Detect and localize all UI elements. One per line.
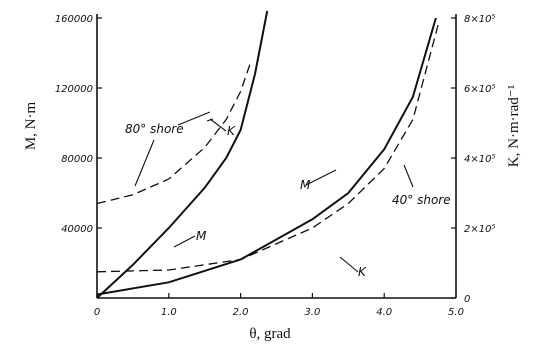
curve-k-40-shore (96, 24, 439, 273)
x-tick-label: 5.0 (448, 307, 464, 318)
annotation-m-80: M (196, 229, 207, 243)
annotation-k-80: K (227, 124, 236, 138)
y-tick-label: 120000 (55, 84, 93, 95)
x-tick-label: 3.0 (304, 307, 320, 318)
annotation-k-40: K (358, 265, 367, 279)
annotation-m-40: M (300, 178, 311, 192)
annotation-pointers (134, 111, 414, 273)
curve-k-80-shore (96, 59, 253, 205)
y2-tick-label: 4×10⁵ (464, 154, 495, 165)
y2-tick-label: 6×10⁵ (464, 84, 495, 95)
y-tick-label: 40000 (61, 224, 93, 235)
y-axis-title-right: K, N·m·rad⁻¹ (506, 85, 522, 167)
curve-m-40-shore (96, 17, 437, 296)
y2-tick-label: 8×10⁵ (464, 14, 495, 25)
x-tick-label: 0 (94, 307, 100, 318)
curves (96, 10, 439, 299)
annotation-80-shore: 80° shore (125, 122, 184, 136)
x-tick-label: 2.0 (233, 307, 249, 318)
y2-tick-label: 2×10⁵ (464, 224, 495, 235)
axes (96, 14, 457, 299)
ticks: 0 1.0 2.0 3.0 4.0 5.0 40000 80000 120000 160000 0 2… (55, 14, 496, 318)
y-tick-label: 80000 (61, 154, 93, 165)
y-tick-label: 160000 (55, 14, 93, 25)
x-tick-label: 1.0 (161, 307, 177, 318)
y2-tick-label: 0 (464, 294, 470, 305)
annotation-40-shore: 40° shore (392, 193, 451, 207)
curve-m-80-shore (96, 10, 269, 299)
y-axis-title-left: M, N·m (23, 102, 39, 151)
annotations: 80° shore K M M 40° shore K (125, 122, 451, 279)
x-axis-title: θ, grad (249, 326, 291, 342)
x-tick-label: 4.0 (376, 307, 392, 318)
